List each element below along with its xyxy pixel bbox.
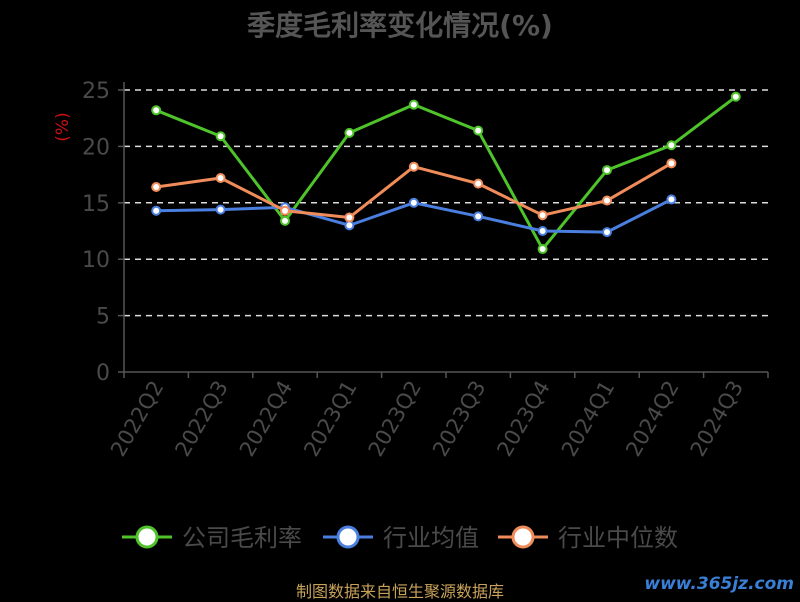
y-axis-label: (%) <box>53 112 73 141</box>
x-tick-label: 2024Q1 <box>557 377 619 461</box>
legend-item-2: 行业中位数 <box>498 524 678 552</box>
data-point <box>408 99 419 110</box>
series-line <box>155 95 737 251</box>
legend-marker <box>336 525 360 549</box>
legend-marker <box>135 525 159 549</box>
data-point <box>602 227 612 238</box>
series-2 <box>151 158 677 223</box>
data-point <box>151 182 162 193</box>
data-point <box>537 226 548 236</box>
data-point <box>473 211 484 222</box>
data-point <box>280 215 290 226</box>
x-tick-label: 2022Q4 <box>235 377 297 461</box>
data-point <box>730 91 741 102</box>
data-point <box>666 158 677 169</box>
source-note: 制图数据来自恒生聚源数据库 <box>295 582 504 601</box>
series-0 <box>151 91 741 255</box>
data-point <box>151 205 162 216</box>
legend-item-1: 行业均值 <box>323 524 479 552</box>
data-point <box>344 127 355 138</box>
data-point <box>408 197 419 208</box>
y-tick-label: 25 <box>82 79 110 104</box>
legend-label: 行业中位数 <box>558 524 678 552</box>
x-tick-label: 2023Q3 <box>428 377 490 461</box>
data-point <box>344 220 355 231</box>
x-tick-label: 2023Q1 <box>299 377 361 461</box>
data-point <box>344 212 355 223</box>
legend: 公司毛利率 行业均值 行业中位数 <box>122 524 678 552</box>
data-point <box>215 131 226 142</box>
data-point <box>537 210 548 221</box>
data-point <box>602 195 612 206</box>
grid-lines <box>124 89 768 317</box>
data-point <box>215 204 226 215</box>
x-tick-label: 2023Q4 <box>492 377 554 461</box>
x-tick-label: 2023Q2 <box>364 377 426 461</box>
data-point <box>151 105 162 116</box>
data-point <box>473 178 484 189</box>
y-tick-label: 5 <box>96 305 110 330</box>
series-lines <box>151 91 741 255</box>
data-point <box>280 205 290 216</box>
data-point <box>666 140 677 151</box>
data-point <box>215 172 226 183</box>
legend-label: 行业均值 <box>383 524 479 552</box>
data-point <box>408 161 419 172</box>
legend-item-0: 公司毛利率 <box>122 524 302 552</box>
y-tick-label: 15 <box>82 192 110 217</box>
data-point <box>537 244 548 255</box>
data-point <box>602 165 612 176</box>
x-tick-label: 2024Q3 <box>686 377 748 461</box>
y-tick-label: 10 <box>82 248 110 273</box>
y-tick-label: 0 <box>96 361 110 386</box>
data-point <box>666 194 677 205</box>
x-tick-label: 2024Q2 <box>621 377 683 461</box>
legend-marker <box>511 525 535 549</box>
legend-label: 公司毛利率 <box>182 524 302 552</box>
chart-title: 季度毛利率变化情况(%) <box>247 9 553 42</box>
x-tick-label: 2022Q2 <box>106 377 168 461</box>
watermark: www.365jz.com <box>644 574 794 594</box>
data-point <box>473 125 484 136</box>
series-1 <box>151 194 677 238</box>
x-tick-label: 2022Q3 <box>170 377 232 461</box>
y-tick-label: 20 <box>82 135 110 160</box>
